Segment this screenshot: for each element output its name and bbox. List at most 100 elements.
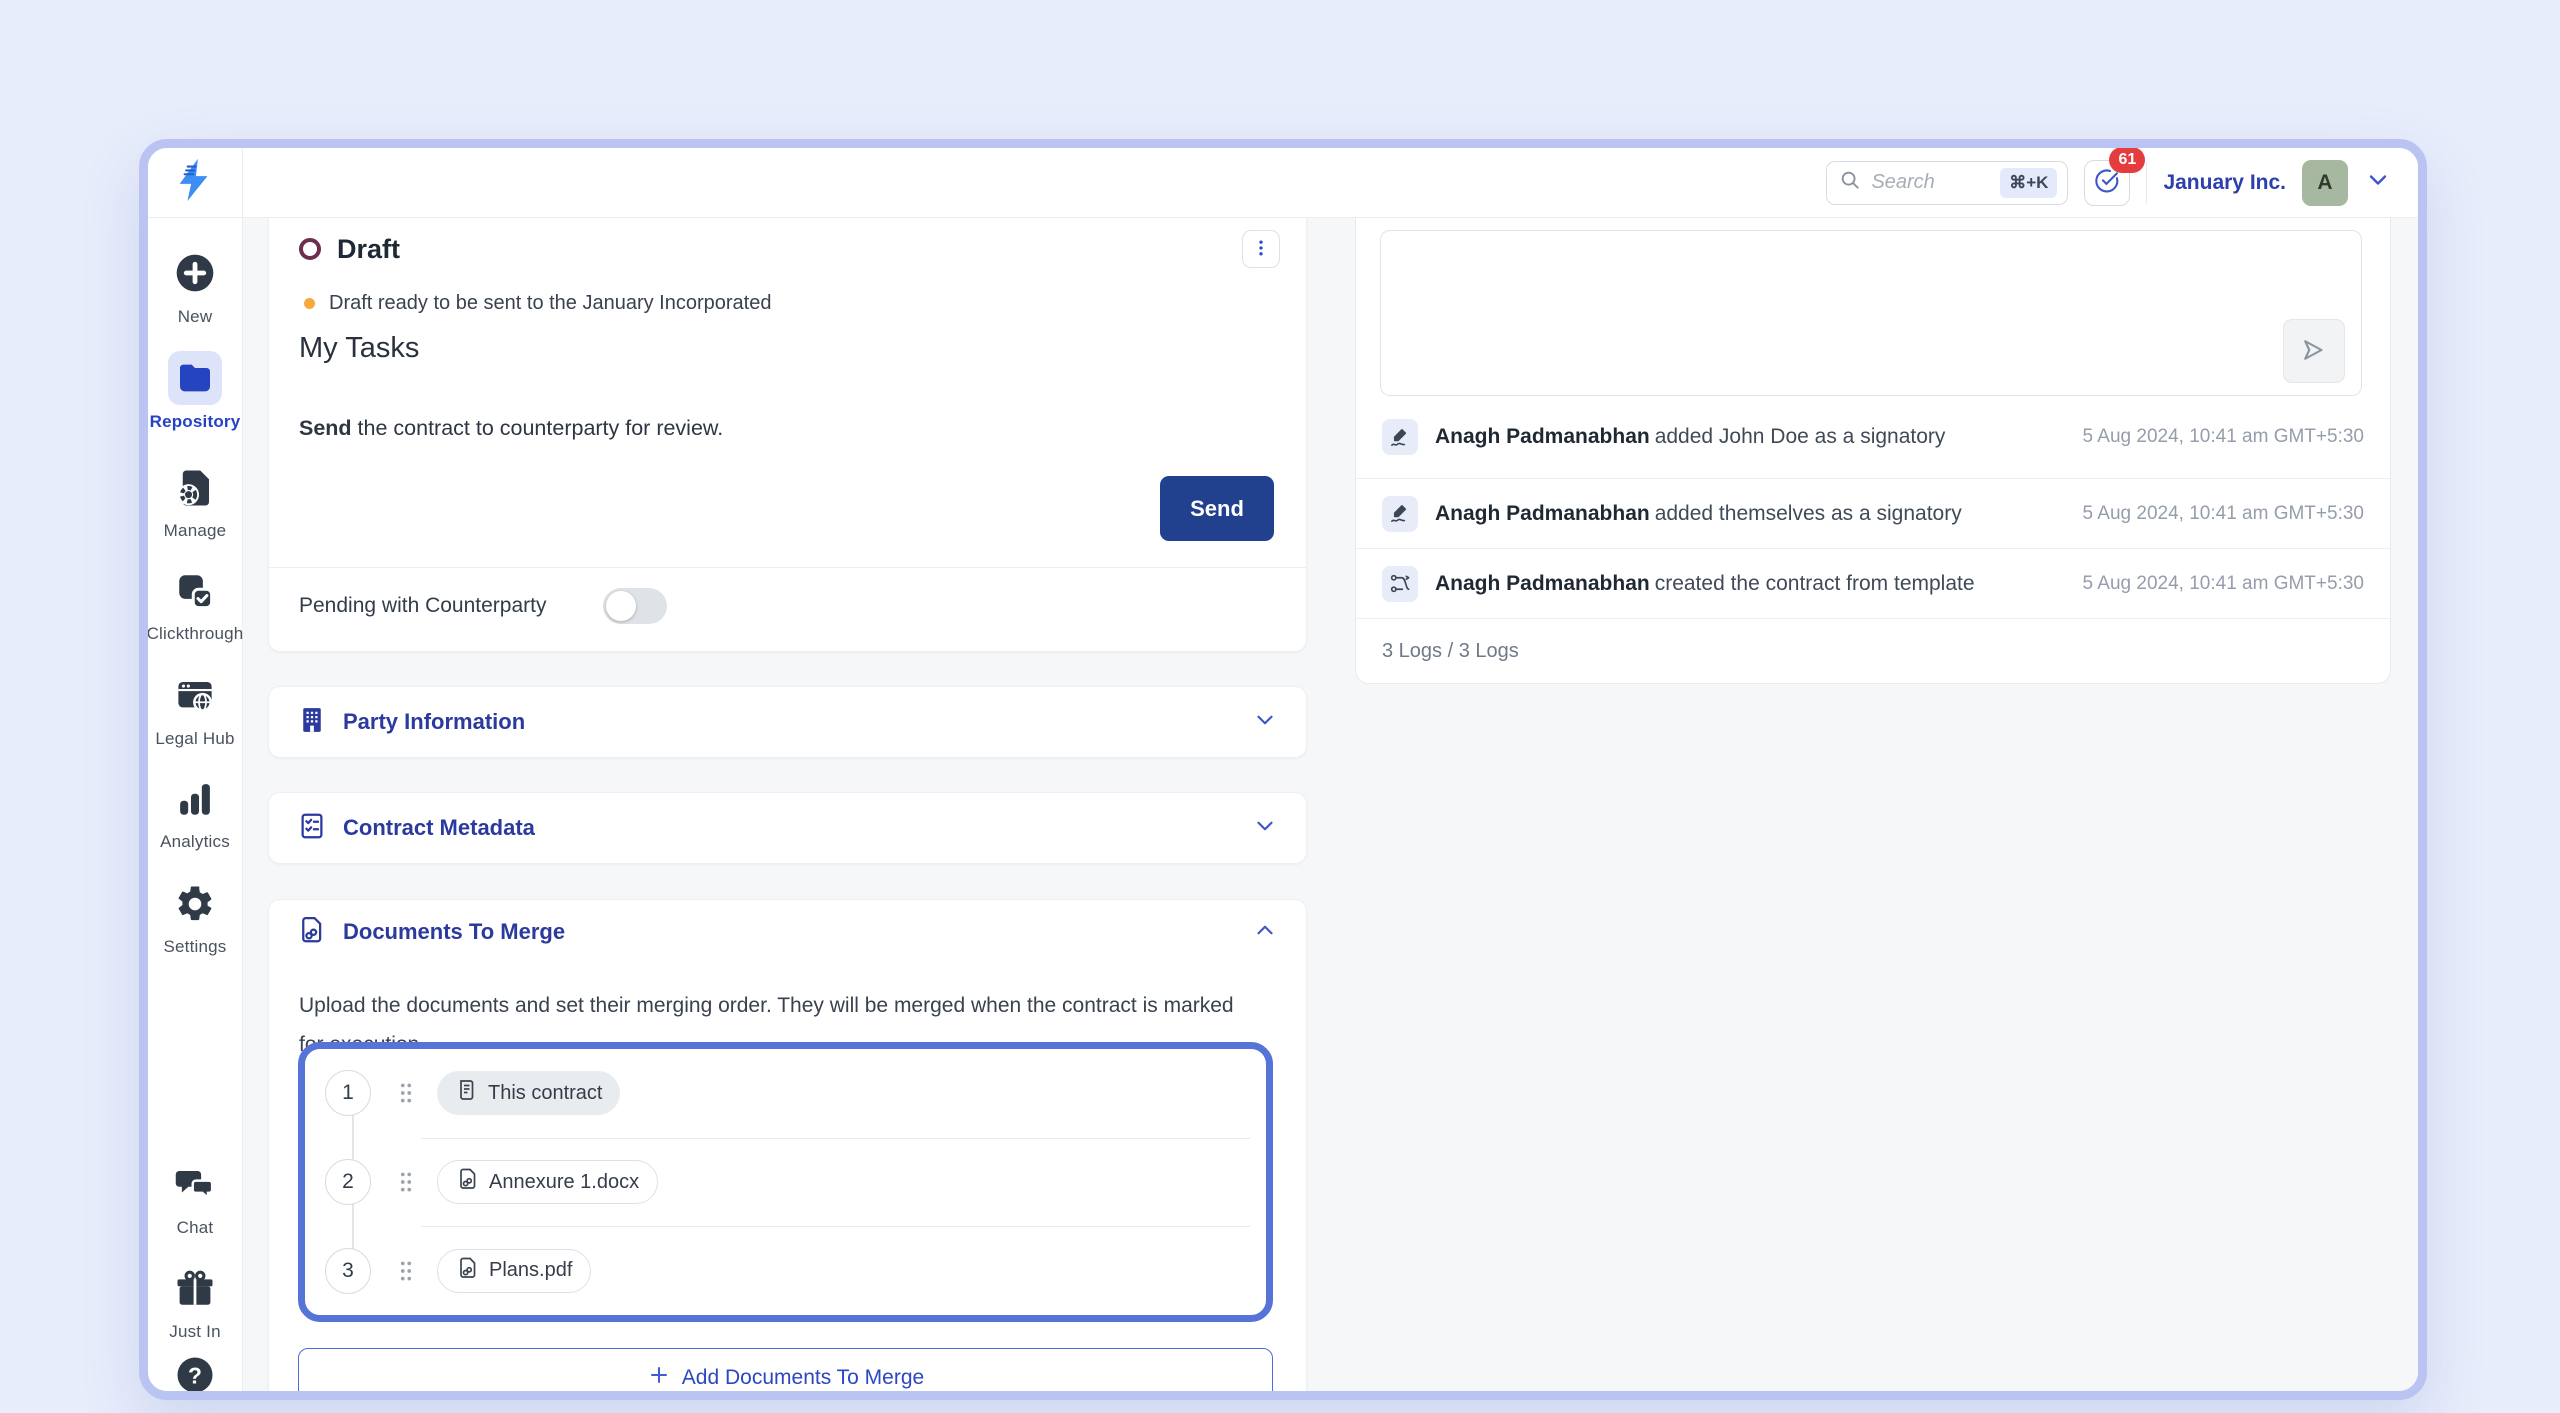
sidebar-item-label: Repository [149, 412, 241, 431]
chevron-up-icon[interactable] [1252, 917, 1278, 948]
drag-handle-icon[interactable] [393, 1169, 419, 1195]
sidebar-item-new[interactable]: New [148, 251, 242, 327]
sidebar-item-chat[interactable]: Chat [148, 1164, 242, 1238]
section-title: Documents To Merge [343, 919, 566, 944]
notification-count-badge: 61 [2109, 148, 2146, 173]
chevron-down-icon[interactable] [1252, 707, 1278, 738]
question-circle-icon: ? [174, 1354, 216, 1391]
activity-log-row[interactable]: Anagh Padmanabhan added themselves as a s… [1356, 479, 2390, 549]
add-documents-button[interactable]: Add Documents To Merge [298, 1348, 1273, 1391]
task-action: Send [299, 416, 352, 440]
chevron-down-icon[interactable] [1252, 813, 1278, 844]
party-information-card: Party Information [268, 686, 1307, 758]
comment-send-button[interactable] [2283, 319, 2345, 383]
kebab-menu-icon [1251, 238, 1271, 261]
search-icon [1839, 169, 1861, 196]
sidebar-item-help[interactable]: ? [148, 1354, 242, 1391]
signature-icon [1382, 419, 1418, 455]
document-chip[interactable]: Annexure 1.docx [437, 1160, 659, 1204]
template-flow-icon [1382, 565, 1418, 602]
send-button[interactable]: Send [1160, 476, 1274, 541]
document-chip[interactable]: This contract [437, 1071, 621, 1116]
app-logo[interactable] [148, 148, 242, 218]
top-bar: ⌘+K 61 January Inc. A [243, 148, 2418, 218]
contract-doc-icon [455, 1078, 479, 1108]
contract-status: Draft [337, 233, 401, 264]
documents-to-merge-header[interactable]: Documents To Merge [269, 900, 1306, 964]
contract-status-card: Draft Draft ready to be sent to the Janu… [268, 218, 1307, 652]
comment-input[interactable] [1391, 239, 2275, 389]
sidebar-item-label: Legal Hub [155, 729, 235, 748]
sidebar-item-analytics[interactable]: Analytics [148, 778, 242, 852]
document-chip[interactable]: Plans.pdf [437, 1248, 592, 1293]
checklist-icon [297, 811, 327, 846]
merge-document-row: 2 Annexure 1.docx [305, 1137, 1266, 1227]
status-note: Draft ready to be sent to the January In… [329, 292, 772, 314]
folder-icon [168, 351, 222, 405]
tasks-notification-button[interactable] [2084, 159, 2131, 206]
file-gear-icon [174, 467, 216, 514]
notification-wrap: 61 [2084, 148, 2146, 206]
sidebar-item-settings[interactable]: Settings [148, 883, 242, 957]
svg-text:?: ? [188, 1362, 202, 1388]
status-dot-icon [304, 298, 315, 309]
card-divider [269, 567, 1306, 568]
activity-panel: Anagh Padmanabhan added John Doe as a sig… [1355, 218, 2391, 684]
document-name: Plans.pdf [489, 1259, 573, 1282]
plus-icon [647, 1363, 671, 1391]
app-window: New Repository Manage Clickthrough [139, 139, 2427, 1400]
sidebar-item-just-in[interactable]: Just In [148, 1268, 242, 1342]
sidebar-item-repository[interactable]: Repository [148, 351, 242, 432]
activity-log-row[interactable]: Anagh Padmanabhan added John Doe as a sig… [1356, 396, 2390, 479]
party-information-header[interactable]: Party Information [269, 687, 1306, 757]
sidebar-item-label: Just In [169, 1322, 221, 1341]
log-actor: Anagh Padmanabhan [1435, 501, 1650, 525]
log-text: Anagh Padmanabhan added John Doe as a sig… [1435, 425, 1945, 449]
search-shortcut-badge: ⌘+K [2000, 167, 2058, 198]
my-tasks-title: My Tasks [299, 332, 420, 364]
org-name[interactable]: January Inc. [2163, 170, 2286, 194]
status-ring-icon [299, 238, 321, 260]
drag-handle-icon[interactable] [393, 1258, 419, 1284]
documents-to-merge-card: Documents To Merge Upload the documents … [268, 899, 1307, 1391]
merge-document-row: 3 Plans.pdf [305, 1226, 1266, 1315]
pending-counterparty-toggle[interactable] [603, 588, 667, 624]
search-input[interactable] [1869, 170, 1993, 195]
sidebar-item-manage[interactable]: Manage [148, 467, 242, 541]
log-actor: Anagh Padmanabhan [1435, 425, 1650, 448]
sidebar-item-label: Analytics [160, 832, 230, 851]
pending-toggle-label: Pending with Counterparty [299, 594, 547, 617]
section-title: Party Information [343, 709, 526, 734]
log-timestamp: 5 Aug 2024, 10:41 am GMT+5:30 [2082, 572, 2365, 594]
status-row: Draft [299, 228, 1280, 270]
merge-document-row: 1 This contract [305, 1049, 1266, 1138]
search-box[interactable]: ⌘+K [1826, 160, 2069, 205]
log-actor: Anagh Padmanabhan [1435, 571, 1650, 595]
lightning-doc-logo-icon [172, 157, 218, 208]
more-options-button[interactable] [1242, 230, 1280, 268]
task-rest: the contract to counterparty for review. [351, 416, 724, 440]
signature-icon [1382, 495, 1418, 532]
avatar[interactable]: A [2302, 159, 2348, 206]
gear-icon [174, 883, 216, 930]
add-documents-label: Add Documents To Merge [681, 1366, 925, 1389]
sidebar-item-label: New [177, 307, 213, 326]
activity-log-row[interactable]: Anagh Padmanabhan created the contract fr… [1356, 549, 2390, 619]
sidebar-item-label: Manage [163, 521, 227, 540]
sidebar-item-legal-hub[interactable]: Legal Hub [148, 675, 242, 749]
contract-metadata-card: Contract Metadata [268, 792, 1307, 864]
order-number: 2 [325, 1159, 371, 1205]
header-divider [2146, 161, 2148, 204]
document-link-icon [297, 915, 327, 950]
section-title: Contract Metadata [343, 815, 535, 840]
content-area: Draft Draft ready to be sent to the Janu… [243, 218, 2418, 1391]
contract-metadata-header[interactable]: Contract Metadata [269, 793, 1306, 863]
chevron-down-icon[interactable] [2364, 166, 2392, 199]
drag-handle-icon[interactable] [393, 1080, 419, 1106]
status-note-row: Draft ready to be sent to the January In… [304, 292, 771, 315]
log-text: Anagh Padmanabhan created the contract fr… [1435, 572, 1975, 596]
sidebar: New Repository Manage Clickthrough [148, 148, 243, 1391]
log-text: Anagh Padmanabhan added themselves as a s… [1435, 502, 1962, 526]
sidebar-item-clickthrough[interactable]: Clickthrough [148, 570, 243, 644]
